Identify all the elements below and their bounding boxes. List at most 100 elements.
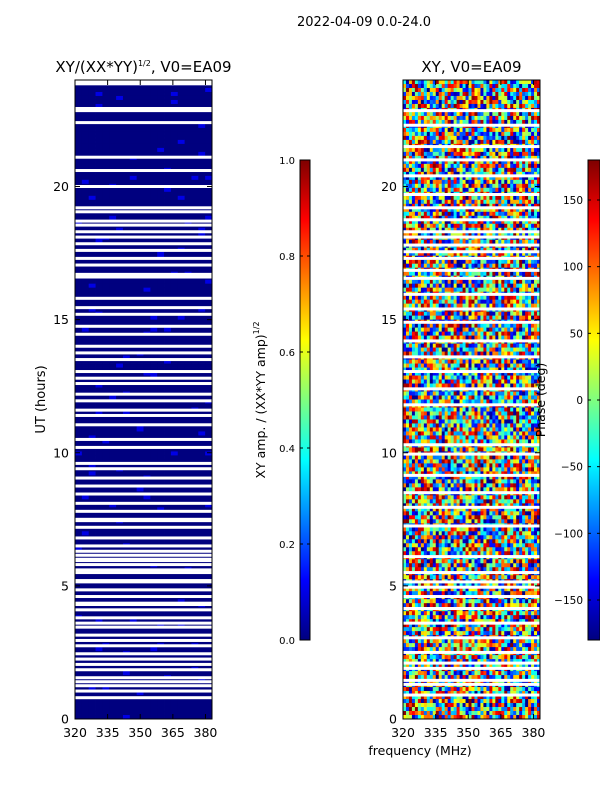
- heatmap-cell: [95, 455, 103, 460]
- heatmap-cell: [157, 511, 165, 516]
- heatmap-cell: [150, 179, 158, 185]
- heatmap-cell: [122, 139, 131, 145]
- heatmap-cell: [177, 655, 185, 660]
- heatmap-cell: [122, 411, 131, 416]
- heatmap-cell: [411, 115, 416, 121]
- heatmap-cell: [513, 155, 517, 161]
- heatmap-cell: [483, 207, 487, 213]
- heatmap-cell: [95, 83, 103, 89]
- heatmap-cell: [136, 435, 144, 440]
- heatmap-cell: [164, 163, 172, 169]
- heatmap-cell: [423, 111, 428, 117]
- heatmap-cell: [501, 91, 505, 97]
- heatmap-cell: [157, 471, 165, 476]
- heatmap-cell: [136, 623, 144, 628]
- heatmap-cell: [177, 127, 185, 133]
- heatmap-cell: [456, 135, 460, 141]
- heatmap-cell: [191, 671, 199, 676]
- heatmap-cell: [102, 283, 110, 289]
- heatmap-cell: [157, 347, 165, 352]
- heatmap-cell: [423, 99, 428, 105]
- heatmap-cell: [129, 379, 138, 384]
- heatmap-cell: [116, 499, 124, 504]
- heatmap-cell: [95, 495, 103, 500]
- heatmap-cell: [191, 251, 199, 257]
- heatmap-cell: [501, 215, 505, 221]
- heatmap-cell: [95, 303, 103, 309]
- heatmap-cell: [408, 111, 413, 117]
- heatmap-cell: [516, 171, 520, 177]
- heatmap-cell: [483, 139, 487, 145]
- heatmap-cell: [423, 159, 428, 165]
- heatmap-cell: [501, 179, 505, 185]
- heatmap-cell: [198, 191, 206, 197]
- heatmap-cell: [477, 155, 481, 161]
- heatmap-cell: [429, 211, 434, 217]
- heatmap-cell: [136, 439, 144, 444]
- heatmap-cell: [157, 431, 165, 436]
- heatmap-cell: [143, 291, 151, 297]
- heatmap-cell: [516, 91, 520, 97]
- heatmap-cell: [157, 427, 165, 432]
- heatmap-cell: [170, 115, 179, 121]
- heatmap-cell: [102, 395, 110, 400]
- heatmap-cell: [95, 403, 103, 408]
- heatmap-cell: [471, 95, 475, 101]
- heatmap-cell: [177, 371, 185, 376]
- heatmap-cell: [408, 187, 413, 193]
- heatmap-cell: [191, 599, 199, 604]
- heatmap-cell: [88, 187, 96, 193]
- heatmap-cell: [81, 327, 90, 332]
- heatmap-cell: [170, 303, 179, 309]
- heatmap-cell: [417, 207, 422, 213]
- heatmap-cell: [136, 447, 144, 452]
- heatmap-cell: [191, 395, 199, 400]
- heatmap-cell: [501, 103, 505, 109]
- heatmap-cell: [136, 135, 144, 141]
- heatmap-cell: [531, 99, 535, 105]
- heatmap-cell: [198, 135, 206, 141]
- heatmap-cell: [492, 155, 496, 161]
- heatmap-cell: [177, 159, 185, 165]
- heatmap-cell: [191, 195, 199, 201]
- heatmap-cell: [177, 395, 185, 400]
- heatmap-cell: [498, 111, 502, 117]
- heatmap-cell: [198, 383, 206, 388]
- heatmap-cell: [150, 135, 158, 141]
- heatmap-cell: [109, 267, 117, 273]
- heatmap-cell: [483, 187, 487, 193]
- heatmap-cell: [143, 411, 151, 416]
- heatmap-cell: [122, 715, 131, 720]
- heatmap-cell: [441, 207, 446, 213]
- heatmap-cell: [164, 287, 172, 293]
- heatmap-cell: [403, 195, 407, 201]
- heatmap-cell: [528, 187, 532, 193]
- heatmap-cell: [516, 175, 520, 181]
- heatmap-cell: [447, 91, 452, 97]
- heatmap-cell: [143, 379, 151, 384]
- heatmap-cell: [462, 159, 466, 165]
- heatmap-cell: [184, 143, 192, 149]
- heatmap-cell: [177, 627, 185, 632]
- heatmap-cell: [417, 103, 422, 109]
- heatmap-cell: [456, 163, 460, 169]
- heatmap-cell: [88, 371, 96, 376]
- heatmap-cell: [95, 211, 103, 217]
- heatmap-cell: [191, 163, 199, 169]
- heatmap-cell: [95, 195, 103, 201]
- heatmap-cell: [95, 287, 103, 293]
- heatmap-cell: [129, 511, 138, 516]
- heatmap-cell: [534, 95, 538, 101]
- heatmap-cell: [116, 471, 124, 476]
- heatmap-cell: [501, 203, 505, 209]
- heatmap-cell: [198, 647, 206, 652]
- heatmap-cell: [420, 147, 425, 153]
- heatmap-cell: [534, 151, 538, 157]
- heatmap-cell: [444, 127, 449, 133]
- heatmap-cell: [122, 379, 131, 384]
- heatmap-cell: [170, 231, 179, 237]
- heatmap-cell: [205, 435, 213, 440]
- heatmap-cell: [116, 139, 124, 145]
- heatmap-cell: [405, 171, 410, 177]
- heatmap-cell: [408, 119, 413, 125]
